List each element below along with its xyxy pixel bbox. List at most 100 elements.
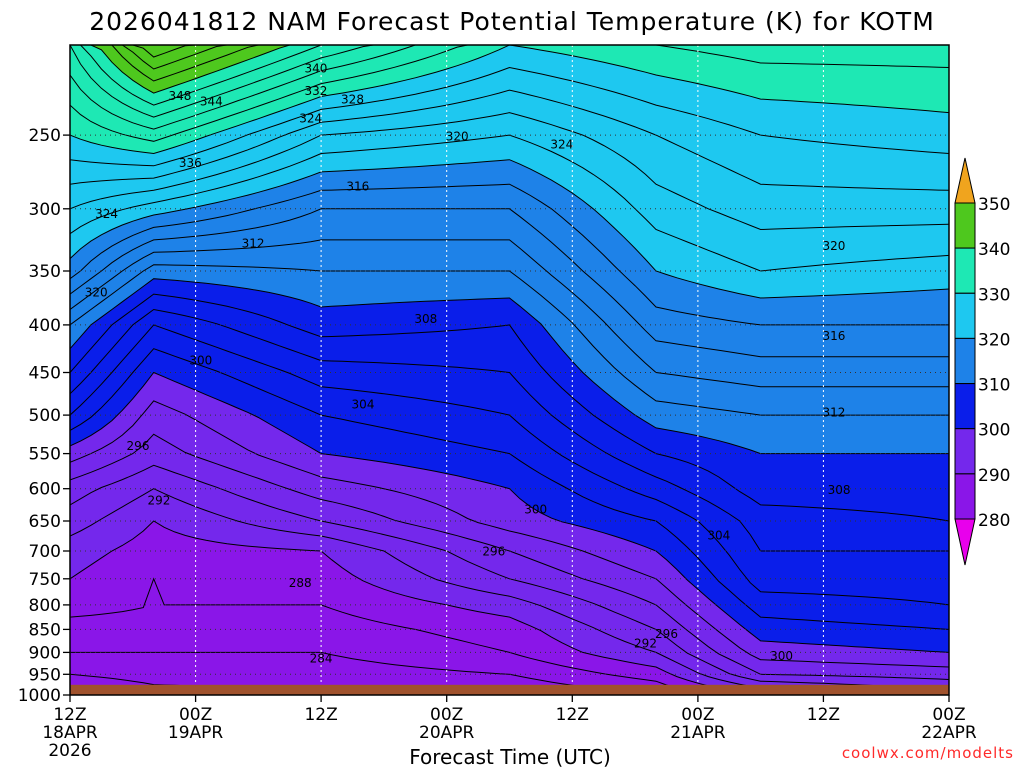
contour-label: 344 — [200, 94, 223, 108]
x-tick-label: 12Z — [304, 705, 337, 725]
y-tick-label: 500 — [29, 406, 61, 426]
credit-text: coolwx.com/modelts — [842, 744, 1014, 762]
contour-label: 308 — [414, 312, 437, 326]
contour-label: 308 — [828, 483, 851, 497]
x-tick-label: 12Z — [807, 705, 840, 725]
contour-label: 336 — [179, 156, 202, 170]
contour-label: 328 — [341, 93, 364, 107]
y-tick-label: 700 — [29, 542, 61, 562]
colorbar-label: 340 — [978, 240, 1010, 260]
y-tick-label: 250 — [29, 126, 61, 146]
isentrope-310 — [70, 278, 949, 455]
contour-label: 316 — [346, 180, 369, 194]
isentrope-294 — [70, 464, 949, 691]
y-tick-label: 850 — [29, 620, 61, 640]
colorbar-label: 280 — [978, 511, 1010, 531]
x-tick-sublabel: 2026 — [48, 741, 91, 761]
y-axis: 250 300 350 400 450 500 550 600 650 700 750 800 850 9… — [18, 126, 70, 706]
colorbar-segment — [954, 292, 976, 339]
x-tick-label: 00Z — [179, 705, 212, 725]
x-tick-sublabel: 19APR — [168, 723, 224, 743]
y-tick-label: 750 — [29, 570, 61, 590]
contour-label: 332 — [304, 84, 327, 98]
plot-area — [70, 45, 949, 695]
contour-label: 324 — [550, 138, 573, 152]
y-tick-label: 900 — [29, 643, 61, 663]
isentrope-312 — [70, 264, 949, 416]
grid-lines — [70, 45, 949, 695]
x-tick-label: 12Z — [53, 705, 86, 725]
contour-label: 296 — [482, 545, 505, 559]
isentrope-308 — [70, 293, 949, 522]
colorbar-top-triangle — [954, 157, 976, 204]
contour-label: 320 — [85, 285, 108, 299]
contour-label: 288 — [289, 576, 312, 590]
isentrope-320 — [70, 159, 949, 299]
colorbar-segment — [954, 247, 976, 294]
x-tick-sublabel: 22APR — [921, 723, 977, 743]
contour-label: 292 — [634, 636, 657, 650]
contour-label: 292 — [147, 494, 170, 508]
colorbar-label: 320 — [978, 330, 1010, 350]
contour-label: 312 — [242, 237, 265, 251]
contour-labels: 340 348 344 332 328 324 320 324 336 316 324 312 320 3… — [85, 62, 851, 666]
contour-label: 320 — [822, 239, 845, 253]
isentrope-340 — [70, 45, 949, 94]
colorbar-segment — [954, 473, 976, 520]
y-tick-label: 300 — [29, 200, 61, 220]
isentrope-298 — [70, 400, 949, 668]
colorbar-label: 350 — [978, 195, 1010, 215]
colorbar-label: 300 — [978, 421, 1010, 441]
contour-label: 304 — [707, 529, 730, 543]
y-tick-label: 800 — [29, 596, 61, 616]
chart-title: 2026041812 NAM Forecast Potential Temper… — [89, 7, 935, 36]
isentrope-lines — [70, 45, 949, 695]
isentrope-306 — [70, 308, 949, 552]
colorbar-bottom-triangle — [954, 518, 976, 566]
contour-label: 296 — [655, 627, 678, 641]
band-340-350 — [70, 45, 949, 94]
isentrope-344 — [70, 45, 949, 70]
isentrope-328 — [70, 66, 949, 167]
isentrope-304 — [70, 324, 949, 606]
colorbar: 350 340 330 320 310 300 290 280 — [954, 157, 1010, 566]
isentrope-334 — [70, 45, 949, 130]
y-tick-label: 600 — [29, 480, 61, 500]
x-tick-label: 00Z — [430, 705, 463, 725]
contour-label: 284 — [310, 652, 333, 666]
shaded-bands — [70, 45, 949, 695]
contour-label: 348 — [168, 89, 191, 103]
contour-label: 312 — [822, 406, 845, 420]
isentrope-300 — [70, 371, 949, 653]
isentrope-288 — [70, 577, 949, 695]
y-tick-label: 650 — [29, 512, 61, 532]
plot-frame — [69, 44, 950, 696]
contour-label: 300 — [770, 649, 793, 663]
isentrope-302 — [70, 348, 949, 630]
x-axis-label: Forecast Time (UTC) — [409, 745, 611, 768]
x-tick-label: 00Z — [932, 705, 965, 725]
y-tick-label: 1000 — [18, 686, 61, 706]
contour-label: 320 — [446, 130, 469, 144]
isentrope-316 — [70, 208, 949, 358]
isentrope-330 — [70, 45, 949, 155]
isentrope-296 — [70, 433, 949, 680]
contour-label: 300 — [189, 354, 212, 368]
colorbar-segment — [954, 383, 976, 430]
isentrope-286 — [70, 651, 949, 695]
y-tick-label: 400 — [29, 316, 61, 336]
isentrope-326 — [70, 89, 949, 191]
isentrope-314 — [70, 239, 949, 388]
isentrope-342 — [70, 45, 949, 82]
x-tick-label: 12Z — [556, 705, 589, 725]
colorbar-segment — [954, 202, 976, 249]
y-tick-label: 950 — [29, 665, 61, 685]
isentrope-338 — [70, 45, 949, 106]
isentrope-322 — [70, 134, 949, 272]
x-tick-sublabel: 18APR — [42, 723, 98, 743]
contour-label: 324 — [299, 112, 322, 126]
contour-label: 324 — [95, 207, 118, 221]
isentrope-336 — [70, 45, 949, 118]
